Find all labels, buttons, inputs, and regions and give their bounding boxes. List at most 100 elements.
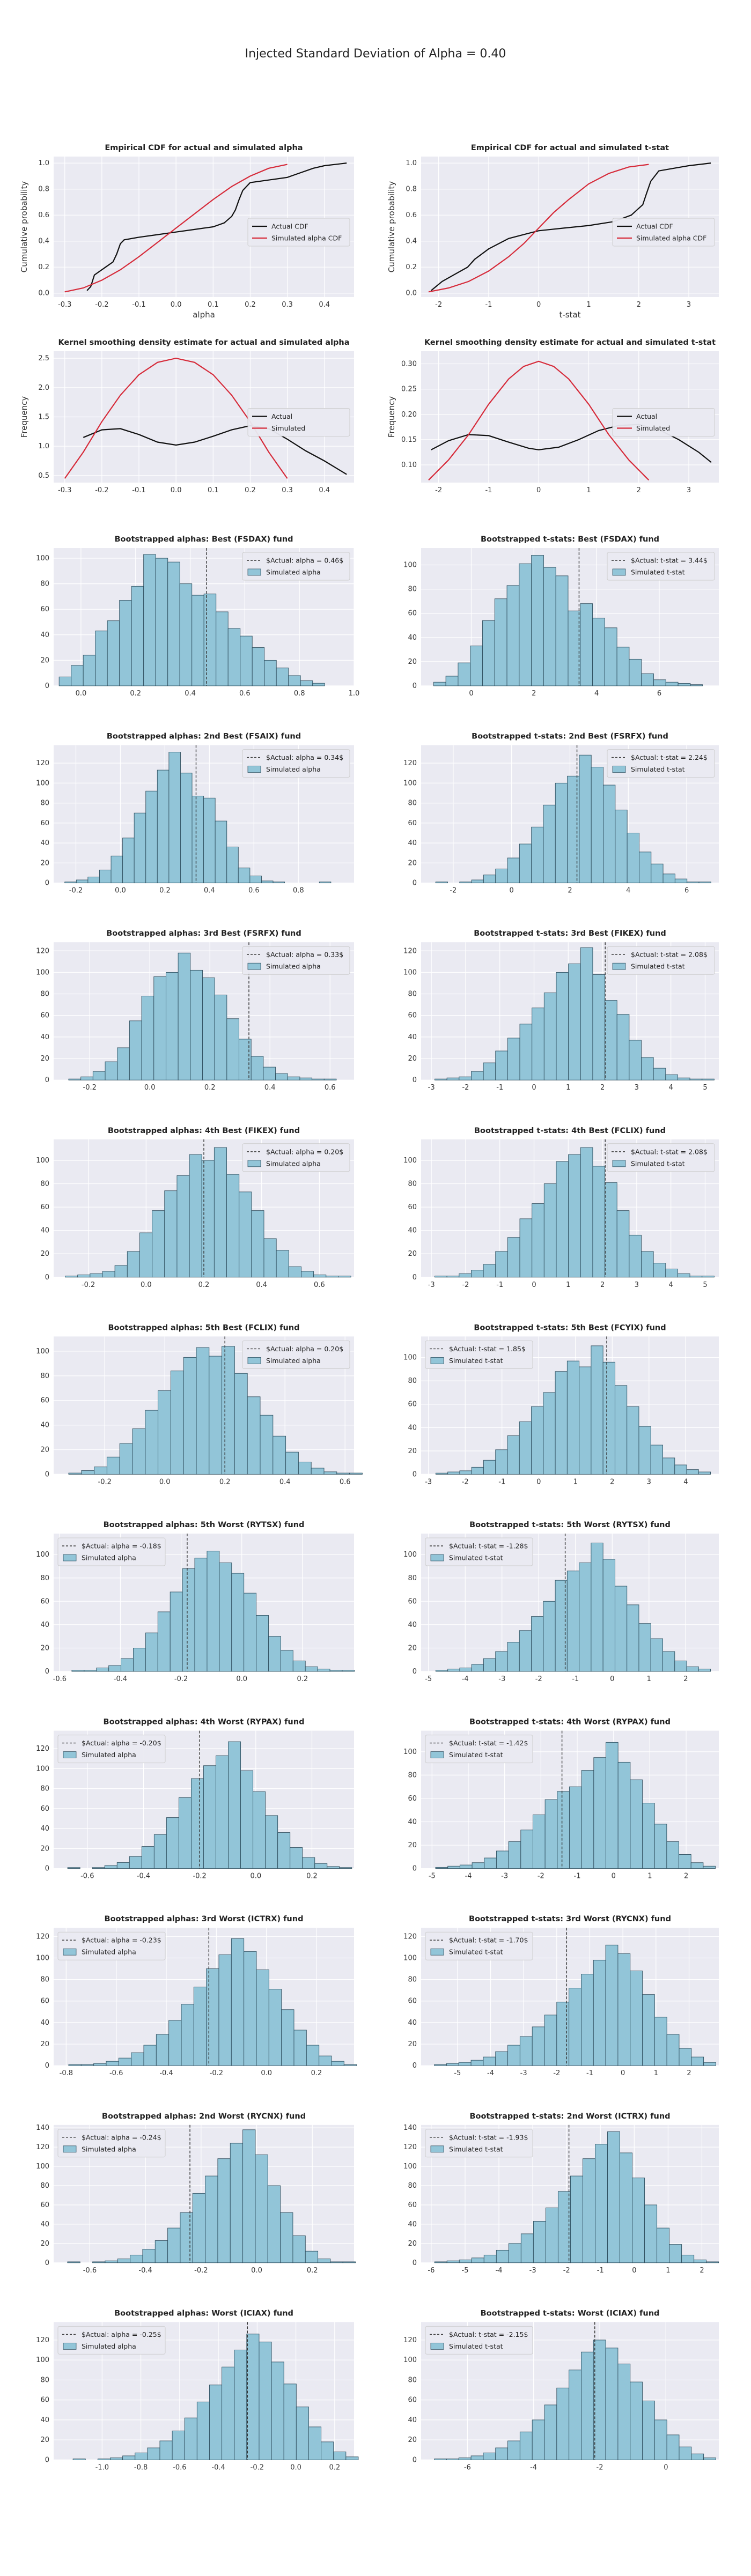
histogram-bar: [617, 1953, 631, 2066]
legend: $Actual: t-stat = 1.85$ Simulated t-stat: [425, 1340, 533, 1369]
legend-patch-marker: [63, 1554, 77, 1561]
chart-cdf-tstat: -2 -1 0 1 2 3 0.0 0.2 0.4 0.6 0.8 1.0 Empirical CDF …: [387, 144, 719, 320]
x-tick-label: 1: [647, 1872, 652, 1881]
chart-title: Bootstrapped alphas: Worst (ICIAX) fund: [114, 2309, 293, 2318]
y-tick-label: 60: [40, 1397, 49, 1405]
x-tick-label: -0.2: [82, 1281, 95, 1289]
y-tick-label: 0: [413, 1076, 417, 1084]
y-tick-label: 80: [40, 1372, 49, 1380]
legend-label: $Actual: alpha = -0.20$: [82, 1739, 161, 1747]
histogram-bar: [122, 2455, 136, 2460]
legend-box: [607, 946, 715, 975]
x-tick-label: -2: [462, 1084, 469, 1092]
x-tick-label: -0.6: [83, 2267, 97, 2275]
y-tick-label: 20: [408, 1055, 417, 1063]
x-tick-label: 0.2: [245, 301, 256, 309]
histogram-bar: [172, 2430, 185, 2460]
y-tick-label: 0: [45, 2062, 49, 2070]
y-tick-label: 120: [403, 2143, 417, 2151]
x-tick-label: 2: [600, 1084, 605, 1092]
legend-box: [607, 749, 715, 778]
histogram-bar: [80, 2064, 94, 2066]
legend-patch-marker: [612, 568, 626, 576]
y-tick-label: 40: [40, 1227, 49, 1235]
histogram-bar: [319, 2055, 332, 2066]
histogram-bar: [617, 2364, 631, 2460]
legend-label: $Actual: t-stat = 3.44$: [631, 557, 708, 565]
y-tick-label: 20: [40, 1446, 49, 1454]
histogram-bar: [114, 1265, 128, 1278]
histogram-bar: [326, 1276, 339, 1278]
legend-label: Simulated t-stat: [449, 2145, 503, 2153]
y-axis-label: Frequency: [387, 396, 396, 438]
legend: $Actual: t-stat = -1.42$ Simulated t-stat: [425, 1735, 533, 1764]
histogram-bar: [121, 1658, 134, 1672]
x-tick-label: 0.4: [185, 690, 196, 698]
histogram-bar: [691, 2056, 704, 2066]
histogram-bar: [119, 600, 132, 686]
series-line-actual-cdf: [86, 162, 347, 291]
histogram-bar: [299, 1077, 313, 1080]
x-tick-label: 2: [683, 1675, 688, 1683]
histogram-bar: [543, 1392, 556, 1475]
y-tick-label: 20: [40, 1644, 49, 1652]
y-tick-label: 120: [36, 2336, 49, 2344]
histogram-bar: [639, 852, 652, 884]
histogram-bar: [650, 1445, 663, 1475]
histogram-bar: [176, 1175, 190, 1278]
histogram-bar: [92, 1867, 105, 1869]
histogram-bar: [591, 1542, 603, 1672]
x-tick-label: 2: [637, 301, 641, 309]
histogram-bar: [459, 2259, 472, 2263]
x-tick-label: -0.4: [114, 1675, 127, 1683]
histogram-bar: [231, 1938, 245, 2066]
x-tick-label: -0.2: [69, 887, 83, 895]
legend-box: [425, 1931, 533, 1960]
histogram-bar: [165, 972, 179, 1080]
x-tick-label: -1: [572, 1675, 579, 1683]
y-tick-label: 40: [408, 1227, 417, 1235]
y-tick-label: 0: [413, 2062, 417, 2070]
histogram-bar: [629, 1234, 642, 1278]
x-tick-label: -0.8: [134, 2463, 148, 2471]
chart-hist-t-3best: -3 -2 -1 0 1 2 3 4 5 0 20 40 60 80 100 120 Bootstrapped …: [403, 929, 719, 1092]
legend-label: Simulated t-stat: [631, 765, 685, 773]
chart-hist-a-5best: -0.2 0.0 0.2 0.4 0.6 0 20 40 60 80 100 Bootstrapped…: [36, 1323, 363, 1486]
y-tick-label: 60: [408, 2396, 417, 2404]
chart-title: Bootstrapped t-stats: 4th Worst (RYPAX) …: [469, 1718, 671, 1727]
x-tick-label: -0.2: [193, 1872, 206, 1881]
histogram-bar: [276, 668, 289, 686]
x-tick-label: -0.1: [132, 486, 145, 494]
y-tick-label: 100: [403, 561, 417, 569]
histogram-bar: [567, 775, 580, 884]
y-tick-label: 0.0: [38, 290, 49, 298]
histogram-bar: [178, 952, 191, 1080]
x-tick-label: 0.0: [261, 2069, 272, 2077]
y-tick-label: 100: [36, 1954, 49, 1962]
histogram-bar: [68, 1472, 82, 1475]
histogram-bar: [566, 1571, 580, 1672]
x-tick-label: -0.3: [58, 486, 71, 494]
histogram-bar: [508, 2243, 521, 2263]
y-tick-label: 100: [36, 554, 49, 562]
y-tick-label: 80: [40, 2376, 49, 2384]
histogram-bar: [665, 1074, 678, 1080]
histogram-bar: [230, 2143, 244, 2263]
y-tick-label: 60: [40, 1997, 49, 2005]
x-tick-label: 0.4: [264, 1084, 276, 1092]
histogram-bar: [593, 1757, 606, 1869]
histogram-bar: [281, 2009, 294, 2066]
histogram-bar: [690, 1862, 704, 1869]
x-tick-label: 3: [687, 486, 691, 494]
histogram-bar: [580, 1147, 593, 1278]
x-tick-label: 1: [566, 1084, 570, 1092]
legend: Actual CDF Simulated alpha CDF: [247, 218, 350, 247]
chart-hist-t-2worst: -6 -5 -4 -3 -2 -1 0 1 2020406080100120140Bootstr…: [403, 2112, 719, 2275]
histogram-bar: [339, 1867, 352, 1869]
x-tick-label: 1.0: [349, 690, 360, 698]
histogram-bar: [238, 868, 251, 884]
histogram-bar: [178, 1797, 192, 1869]
histogram-bar: [268, 1989, 282, 2066]
histogram-bar: [179, 583, 193, 686]
